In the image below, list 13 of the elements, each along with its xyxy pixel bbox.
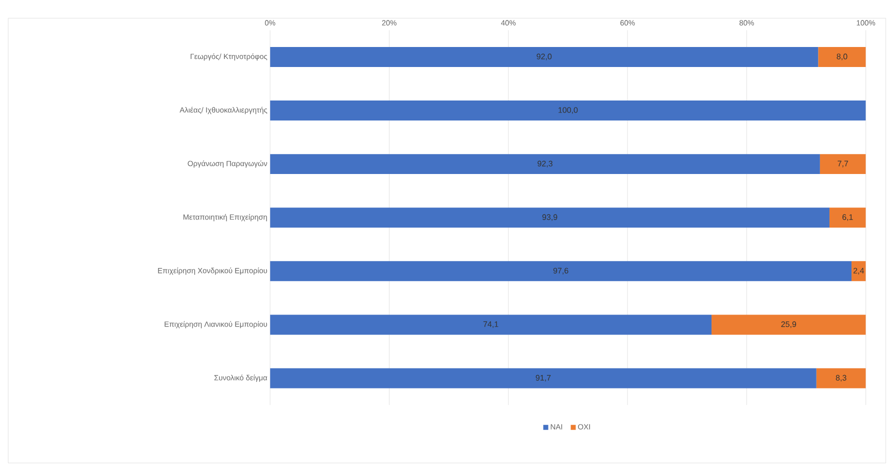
bar [820,154,866,174]
bar [270,208,830,228]
bar [270,100,866,120]
bar [270,261,852,282]
bar [712,314,866,335]
bar [270,154,820,174]
bar [829,208,866,228]
bar [270,46,818,67]
bar [852,261,866,282]
bar [818,46,866,67]
bar [816,368,866,388]
bar [270,368,816,388]
bar [270,314,712,335]
